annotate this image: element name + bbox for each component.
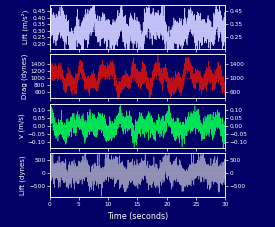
Y-axis label: Lift (dynes): Lift (dynes) [20,155,26,195]
X-axis label: Time (seconds): Time (seconds) [107,212,168,221]
Y-axis label: v (m/s): v (m/s) [18,114,24,138]
Y-axis label: Drag (dynes): Drag (dynes) [21,54,28,99]
Y-axis label: Lift (m/s²): Lift (m/s²) [22,10,29,44]
